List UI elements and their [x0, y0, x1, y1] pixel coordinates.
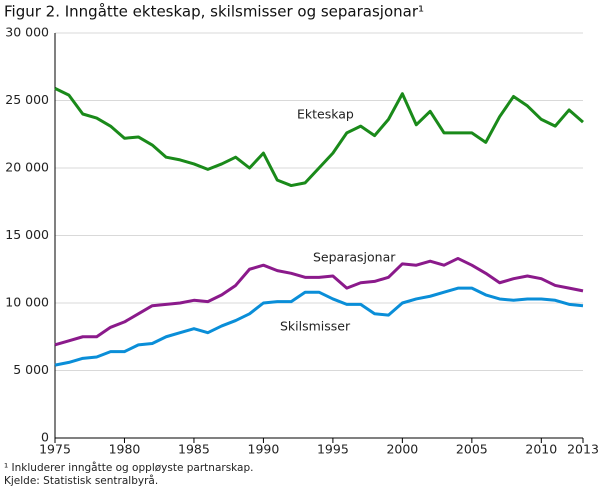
x-tick-label: 1975	[39, 442, 71, 457]
x-tick-label: 1995	[317, 442, 349, 457]
series-line	[54, 87, 584, 188]
x-tick-label: 2005	[456, 442, 488, 457]
chart-title: Figur 2. Inngåtte ekteskap, skilsmisser …	[4, 3, 424, 21]
y-tick-label: 10 000	[5, 295, 49, 310]
series-line	[54, 256, 584, 347]
x-tick-label: 2010	[525, 442, 557, 457]
y-tick-label: 15 000	[5, 227, 49, 242]
series-label: Ekteskap	[297, 107, 354, 122]
series-label: Separasjonar	[313, 250, 396, 265]
series-label: Skilsmisser	[280, 319, 351, 334]
x-tick-label: 1990	[248, 442, 280, 457]
x-tick-label: 2013	[567, 442, 599, 457]
x-tick-label: 2000	[386, 442, 418, 457]
y-tick-label: 5 000	[13, 362, 49, 377]
x-tick-label: 1980	[109, 442, 141, 457]
y-tick-label: 0	[41, 430, 49, 445]
footnote: ¹ Inkluderer inngåtte og oppløyste partn…	[4, 461, 254, 474]
x-tick-label: 1985	[178, 442, 210, 457]
series-line	[54, 286, 584, 367]
y-tick-label: 25 000	[5, 92, 49, 107]
y-tick-label: 20 000	[5, 160, 49, 175]
source: Kjelde: Statistisk sentralbyrå.	[4, 474, 158, 487]
y-tick-label: 30 000	[5, 25, 49, 40]
